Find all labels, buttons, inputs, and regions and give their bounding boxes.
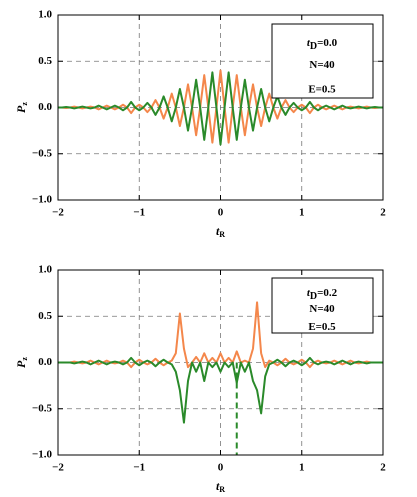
annotation-text: E=0.5 [308,84,336,96]
annotation-var: t [307,287,311,299]
y-axis-label-sub: z [20,102,29,106]
x-tick-label: 0 [218,462,224,474]
y-tick-label: 1.0 [38,9,52,21]
x-axis-label: tR [216,479,225,492]
y-axis-label-sub: z [20,357,29,361]
y-axis-label-main: P [14,360,28,368]
y-tick-label: 0.5 [38,55,52,67]
annotation-sub: D [310,291,317,302]
annotation-var: t [307,36,311,48]
x-tick-label: −1 [133,462,145,474]
plot-frame [57,269,384,456]
x-tick-label: 0 [218,207,224,219]
x-axis-label-sub: R [219,485,225,492]
x-axis-label-main: t [216,224,220,238]
annotation-value: =0.2 [317,287,338,299]
annotation-text: N=40 [309,303,335,315]
annotation-text: N=40 [309,59,335,71]
y-tick-label: 1.0 [38,264,52,276]
annotation-text: tD=0.2 [307,287,338,303]
y-tick-label: 0.0 [38,101,52,113]
y-axis-label: Pz [14,102,29,113]
panel: −1.0−0.50.00.51.0−2 −1 0 1 2tRPztD=0.2N=40E=… [14,264,387,494]
annotation-box [271,277,374,334]
y-tick-label: 0.5 [38,310,52,322]
x-tick-label: 2 [380,207,386,219]
y-tick-label: −1.0 [32,449,53,461]
series-line [58,71,383,146]
y-tick-label: −0.5 [32,402,53,414]
annotation-sub: D [310,41,317,52]
x-tick-label: 2 [380,462,386,474]
y-axis-label-main: P [14,105,28,113]
x-axis-label: tR [216,224,225,239]
x-axis-label-main: t [216,479,220,492]
annotation-text: E=0.5 [308,321,336,333]
plot-frame [57,14,384,201]
x-axis-label-sub: R [219,230,225,239]
series-line [58,69,383,144]
x-tick-label: −2 [52,207,64,219]
y-tick-label: −1.0 [32,194,53,206]
annotation-box [271,23,374,99]
x-tick-label: 1 [299,462,305,474]
annotation-text: tD=0.0 [307,36,338,52]
panel: −1.0−0.50.00.51.0−2 −1 0 1 2tRPztD=0.0N=40E=… [14,9,387,239]
y-axis-label: Pz [14,357,29,368]
y-tick-label: −0.5 [32,147,53,159]
y-tick-label: 0.0 [38,356,52,368]
series-line [58,356,383,424]
x-tick-label: −2 [52,462,64,474]
x-tick-label: −1 [133,207,145,219]
annotation-value: =0.0 [317,36,338,48]
x-tick-label: 1 [299,207,305,219]
